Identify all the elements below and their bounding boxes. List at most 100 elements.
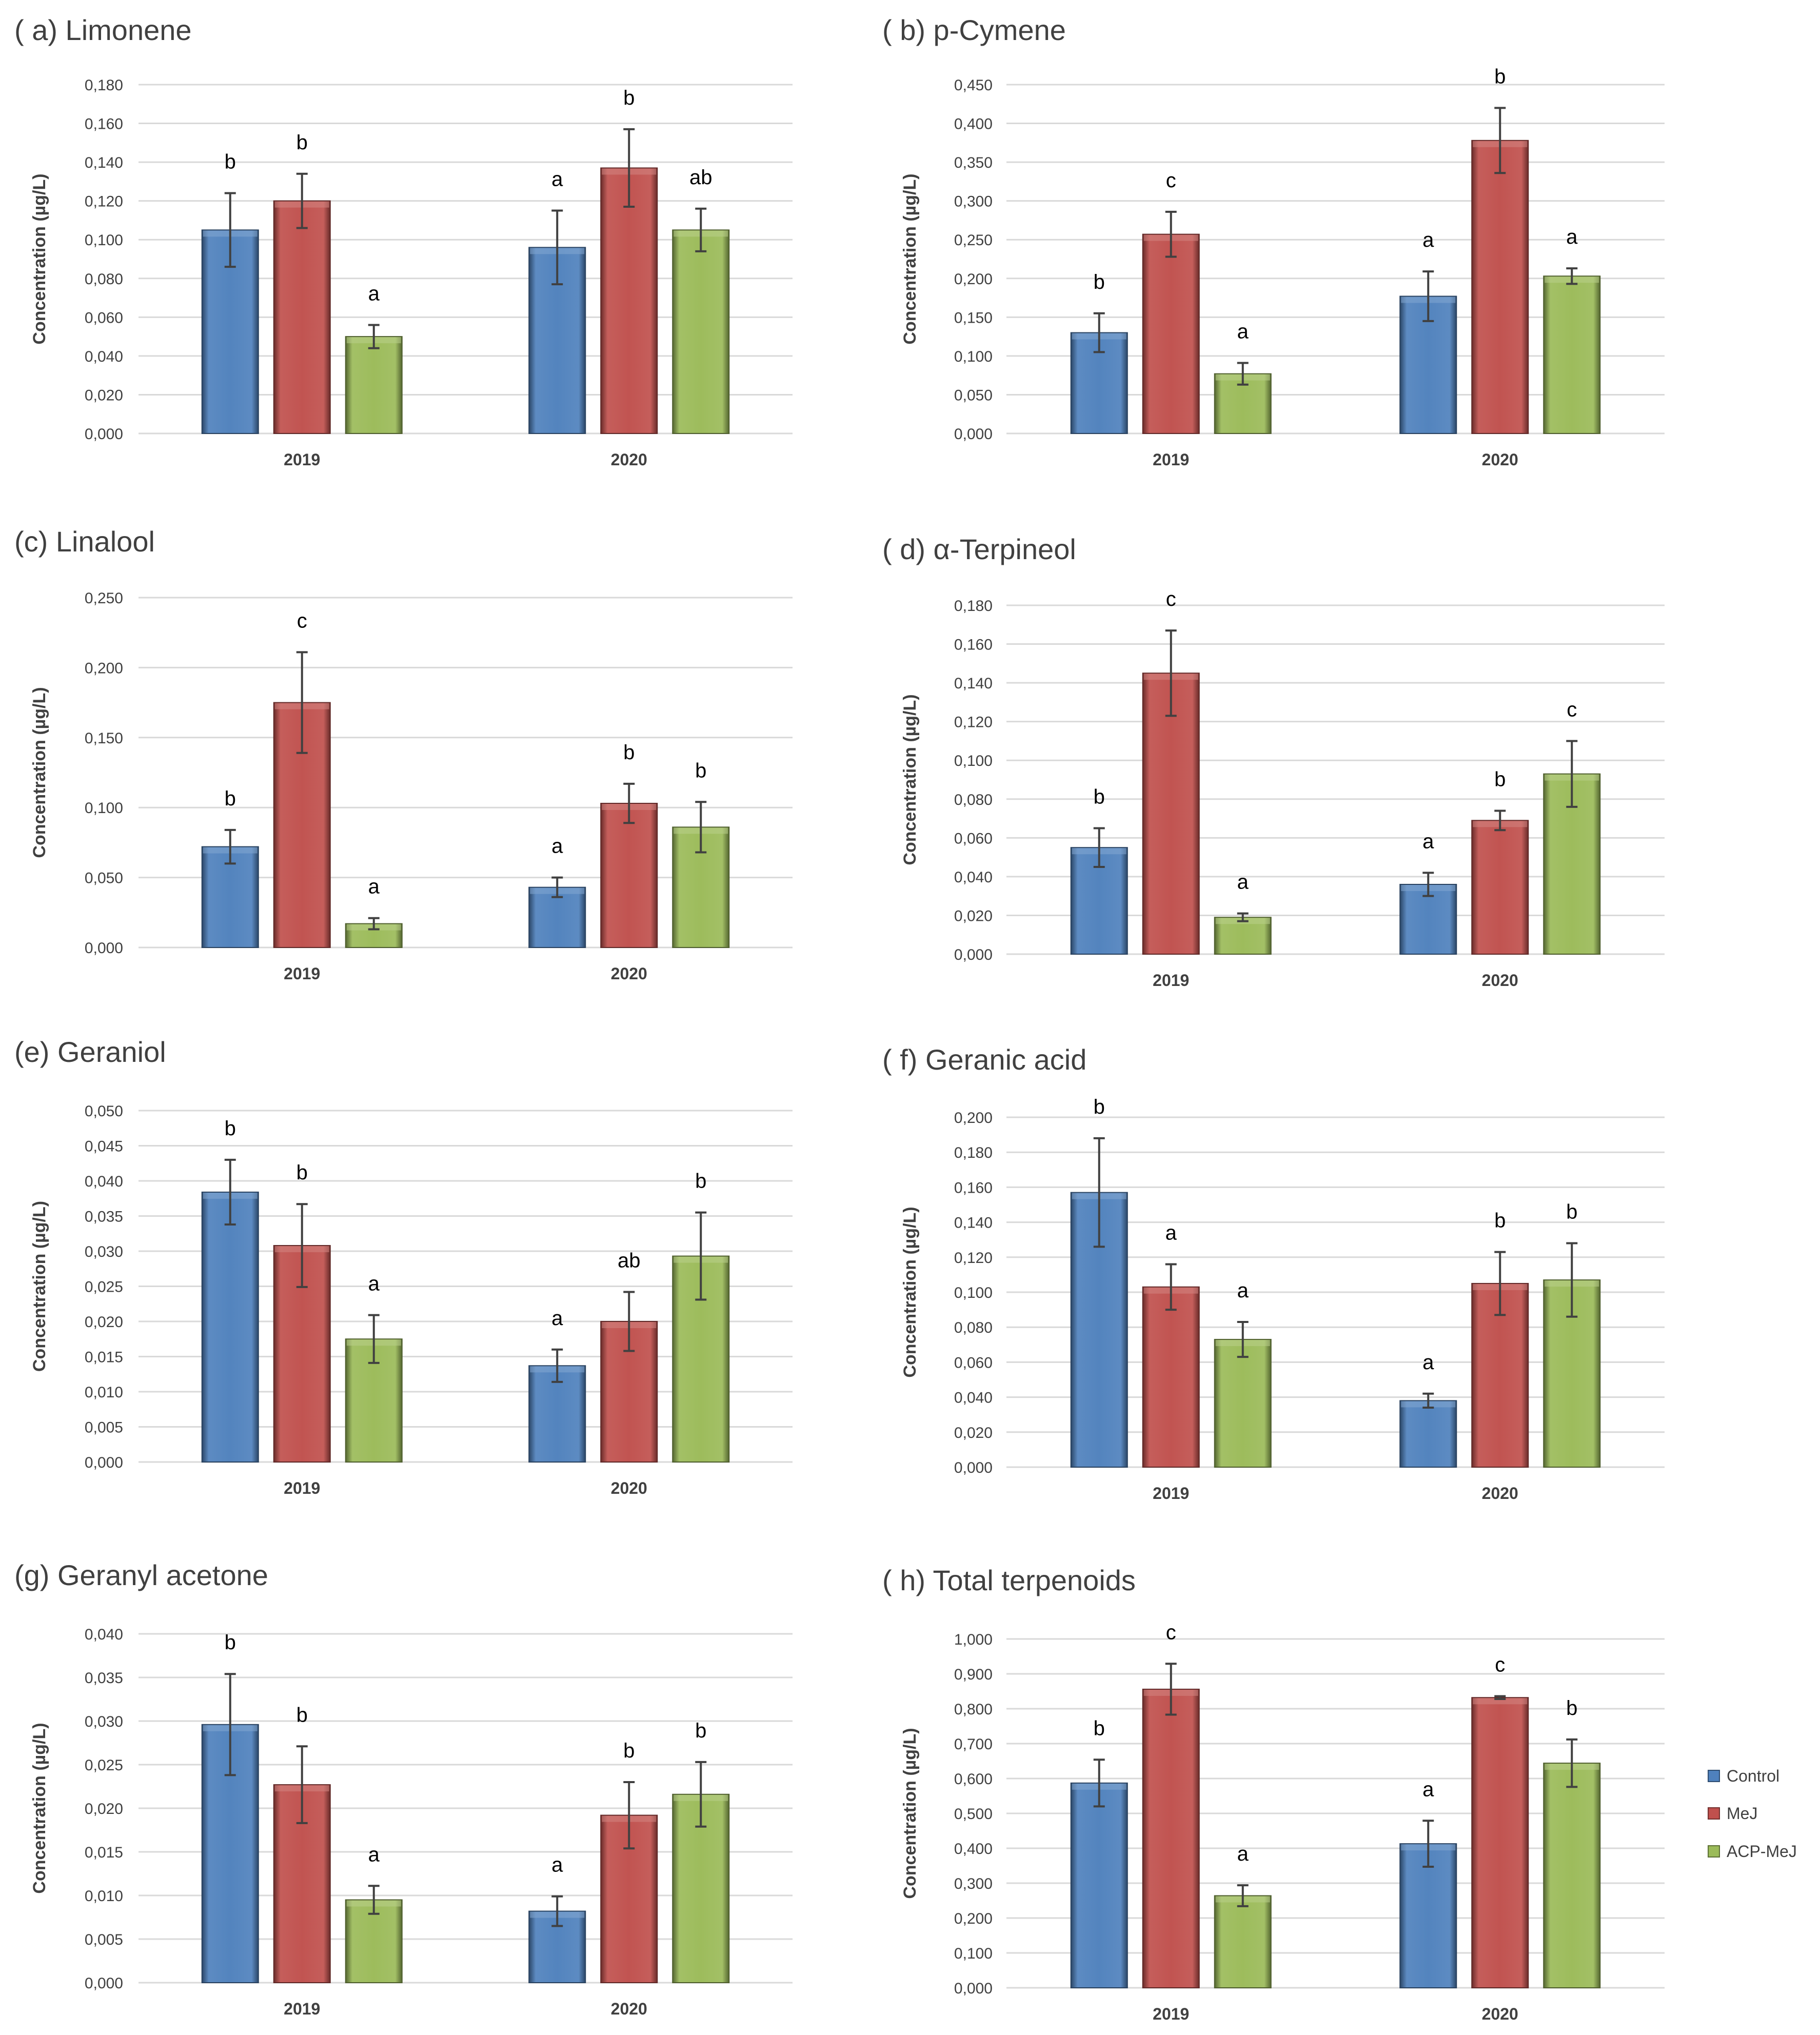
- bar-mej-2020: [1471, 1697, 1529, 1988]
- significance-letter: a: [551, 168, 563, 191]
- error-bar: [368, 917, 380, 931]
- error-bar: [695, 801, 707, 854]
- significance-letter: a: [368, 1273, 380, 1295]
- bar-mej-2019: [273, 200, 331, 434]
- y-tick-label: 0,000: [954, 426, 993, 443]
- chart-panel-1: ( a) Limonene 0,000 0,020 0,040 0,060 0,080 0,…: [14, 14, 793, 469]
- bar-control-2019: [201, 1191, 259, 1463]
- bar-mej-2019: [1142, 1286, 1200, 1468]
- y-tick-label: 0,200: [954, 1910, 993, 1927]
- y-tick-label: 0,000: [85, 940, 123, 957]
- significance-letter: b: [225, 1631, 236, 1654]
- y-axis-label: Concentration (µg/L): [30, 1201, 49, 1372]
- y-tick-label: 0,010: [85, 1384, 123, 1401]
- significance-letter: a: [368, 1843, 380, 1866]
- y-tick-label: 0,120: [85, 193, 123, 210]
- x-category-label: 2019: [1153, 2005, 1189, 2023]
- y-tick-label: 0,100: [85, 800, 123, 817]
- x-category-label: 2019: [284, 450, 320, 469]
- y-tick-label: 0,000: [954, 1459, 993, 1476]
- significance-letter: b: [1494, 1210, 1506, 1232]
- y-tick-label: 0,300: [954, 1875, 993, 1892]
- y-tick-label: 0,200: [954, 271, 993, 288]
- significance-letter: c: [1495, 1654, 1505, 1676]
- x-category-label: 2019: [284, 2000, 320, 2018]
- bar-acp-mej-2020: [672, 229, 730, 434]
- legend: Control MeJ ACP-MeJ: [1708, 1767, 1797, 1861]
- x-category-label: 2019: [1153, 450, 1189, 469]
- y-axis-label: Concentration (µg/L): [30, 687, 49, 858]
- y-tick-label: 0,045: [85, 1138, 123, 1155]
- error-bar: [1093, 1137, 1105, 1248]
- y-tick-label: 0,030: [85, 1243, 123, 1260]
- chart-panel-8: ( h) Total terpenoids 0,000 0,100 0,200 0,30…: [882, 1564, 1665, 2023]
- significance-letter: b: [296, 1704, 308, 1726]
- chart-panel-5: (e) Geraniol 0,000 0,005 0,010 0,015 0,020 0,0…: [14, 1036, 793, 1497]
- error-bar: [1422, 1392, 1434, 1409]
- error-bar: [551, 1348, 563, 1383]
- y-tick-label: 0,180: [85, 77, 123, 94]
- x-category-label: 2020: [611, 1479, 647, 1497]
- error-bar: [296, 172, 308, 229]
- y-tick-label: 0,180: [954, 1144, 993, 1161]
- y-tick-label: 0,150: [85, 730, 123, 747]
- significance-letter: b: [695, 1720, 706, 1742]
- y-tick-label: 0,250: [954, 232, 993, 249]
- significance-letter: b: [1566, 1201, 1577, 1223]
- y-tick-label: 0,450: [954, 77, 993, 94]
- bar-mej-2020: [600, 167, 658, 434]
- x-category-label: 2019: [1153, 971, 1189, 990]
- y-axis-label: Concentration (µg/L): [30, 1723, 49, 1893]
- y-tick-label: 0,040: [954, 1390, 993, 1407]
- x-category-label: 2020: [611, 964, 647, 983]
- y-tick-label: 0,140: [85, 154, 123, 171]
- y-tick-label: 0,060: [954, 1354, 993, 1371]
- y-tick-label: 0,120: [954, 1250, 993, 1267]
- bar-acp-mej-2020: [1543, 275, 1601, 434]
- significance-letter: ab: [689, 166, 713, 189]
- y-tick-label: 0,100: [85, 232, 123, 249]
- bar-acp-mej-2019: [345, 336, 403, 434]
- error-bar: [695, 1211, 707, 1301]
- y-tick-label: 0,080: [954, 1319, 993, 1336]
- y-tick-label: 0,015: [85, 1844, 123, 1861]
- error-bar: [1093, 1759, 1105, 1808]
- y-tick-label: 0,000: [85, 1454, 123, 1471]
- error-bar: [1093, 827, 1105, 868]
- y-tick-label: 0,200: [954, 1110, 993, 1127]
- bar-acp-mej-2020: [672, 826, 730, 948]
- y-tick-label: 0,020: [85, 1801, 123, 1817]
- y-tick-label: 0,040: [85, 1626, 123, 1643]
- x-category-label: 2020: [1482, 450, 1518, 469]
- x-category-label: 2019: [284, 1479, 320, 1497]
- y-tick-label: 0,050: [85, 1103, 123, 1120]
- bar-control-2019: [1070, 1782, 1128, 1989]
- significance-letter: b: [1094, 785, 1105, 808]
- significance-letter: a: [551, 835, 563, 858]
- chart-panel-6: ( f) Geranic acid 0,000 0,020 0,040 0,060 0,0…: [882, 1043, 1665, 1503]
- panel-title: ( a) Limonene: [14, 14, 192, 46]
- error-bar: [1422, 872, 1434, 897]
- significance-letter: b: [225, 151, 236, 173]
- legend-label: MeJ: [1727, 1804, 1757, 1823]
- significance-letter: c: [1166, 588, 1176, 610]
- significance-letter: b: [225, 787, 236, 810]
- significance-letter: a: [368, 876, 380, 898]
- y-axis-label: Concentration (µg/L): [900, 1207, 920, 1377]
- legend-swatch-mej: [1708, 1807, 1720, 1820]
- y-tick-label: 0,400: [954, 116, 993, 133]
- bar-mej-2019: [1142, 673, 1200, 955]
- error-bar: [1566, 740, 1578, 808]
- y-tick-label: 0,100: [954, 1285, 993, 1301]
- significance-letter: a: [1566, 226, 1578, 248]
- panel-title: (c) Linalool: [14, 525, 155, 558]
- significance-letter: b: [296, 131, 308, 154]
- error-bar: [1165, 1263, 1177, 1311]
- chart-panel-7: (g) Geranyl acetone 0,000 0,005 0,010 0,015 0…: [14, 1559, 793, 2018]
- significance-letter: b: [623, 741, 635, 764]
- significance-letter: b: [296, 1161, 308, 1184]
- y-tick-label: 0,020: [954, 1425, 993, 1441]
- error-bar: [1494, 1695, 1506, 1700]
- error-bar: [224, 828, 236, 865]
